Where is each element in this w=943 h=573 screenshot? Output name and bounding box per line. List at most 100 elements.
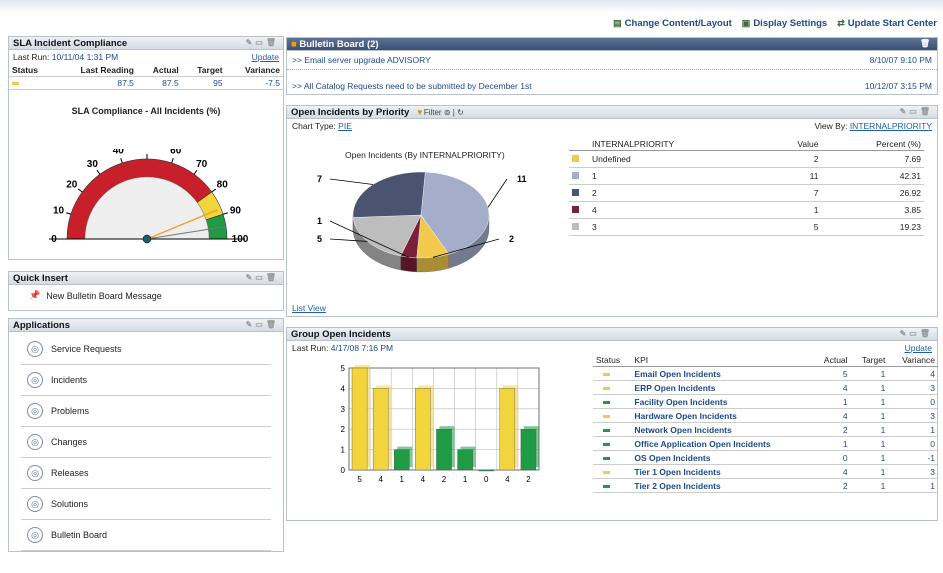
app-item-bulletin-board[interactable]: ◎ Bulletin Board — [21, 520, 271, 551]
y-tick-label: 0 — [341, 466, 346, 475]
gauge-tick — [66, 212, 72, 215]
status-indicator-icon — [603, 470, 610, 474]
portlet-tools-icon[interactable]: ✎▭🗑 — [899, 107, 933, 116]
kpi-link[interactable]: Hardware Open Incidents — [634, 410, 737, 421]
service-requests-icon: ◎ — [27, 341, 43, 357]
status-indicator-icon — [12, 82, 19, 86]
chart-type-link[interactable]: PIE — [338, 121, 352, 131]
problems-icon: ◎ — [27, 403, 43, 419]
pie-slice-label: 11 — [517, 174, 527, 184]
settings-icon: ▣ — [741, 18, 751, 28]
portlet-tools-icon[interactable]: ✎▭🗑 — [245, 38, 279, 47]
sla-portlet: SLA Incident Compliance ✎▭🗑 Last Run: 10… — [8, 36, 284, 260]
pie-leader-line — [329, 178, 374, 185]
kpi-link[interactable]: OS Open Incidents — [634, 452, 711, 463]
bar — [394, 449, 410, 471]
bar — [372, 388, 389, 471]
gauge-tick — [211, 188, 217, 193]
status-indicator-icon — [603, 442, 610, 446]
legend-swatch — [572, 172, 579, 179]
table-row: Tier 2 Open Incidents 2 1 1 — [593, 479, 938, 493]
kpi-link[interactable]: Email Open Incidents — [634, 368, 721, 379]
kpi-link[interactable]: Office Application Open Incidents — [634, 438, 771, 449]
update-start-center-link[interactable]: ⇄ Update Start Center — [837, 18, 937, 29]
portlet-tools-icon[interactable]: ✎▭🗑 — [899, 329, 933, 338]
gauge-tick — [120, 158, 123, 164]
table-row: Undefined 2 7.69 — [569, 151, 924, 168]
pie-leader-line — [487, 178, 508, 208]
table-row: 4 1 3.85 — [569, 202, 924, 219]
legend-swatch — [572, 223, 579, 230]
changes-icon: ◎ — [27, 434, 43, 450]
app-item-solutions[interactable]: ◎ Solutions — [21, 489, 271, 520]
kpi-link[interactable]: Facility Open Incidents — [634, 396, 728, 407]
applications-portlet: Applications ✎▭🗑 ◎ Service Requests ◎ Incid… — [8, 318, 284, 552]
gauge-tick-label: 100 — [232, 234, 249, 245]
app-item-incidents[interactable]: ◎ Incidents — [21, 365, 271, 396]
solutions-icon: ◎ — [27, 496, 43, 512]
x-tick-label: 4 — [421, 475, 426, 484]
applications-header: Applications ✎▭🗑 — [9, 319, 283, 332]
start-center-toolbar: ▤ Change Content/Layout ▣ Display Settings… — [613, 18, 937, 29]
app-item-problems[interactable]: ◎ Problems — [21, 396, 271, 427]
portlet-tools-icon[interactable]: ✎▭🗑 — [245, 320, 279, 329]
bar — [415, 388, 431, 471]
table-row: ERP Open Incidents 4 1 3 — [593, 381, 938, 395]
app-item-changes[interactable]: ◎ Changes — [21, 427, 271, 458]
releases-icon: ◎ — [27, 465, 43, 481]
kpi-link[interactable]: Tier 2 Open Incidents — [634, 480, 721, 491]
legend-swatch — [572, 155, 579, 162]
chart-options-bar: Chart Type: PIE View By: INTERNALPRIORIT… — [292, 121, 932, 131]
change-content-link[interactable]: ▤ Change Content/Layout — [613, 18, 732, 29]
bar — [520, 428, 537, 471]
group-incidents-portlet: Group Open Incidents ✎▭🗑 Last Run: 4/17/… — [286, 327, 938, 521]
portlet-tools-icon[interactable]: ✎▭🗑 — [245, 273, 279, 282]
kpi-link[interactable]: Network Open Incidents — [634, 424, 732, 435]
layout-icon: ▤ — [613, 18, 622, 28]
gauge-tick-label: 80 — [217, 179, 229, 190]
gauge-face — [84, 176, 210, 240]
pie-slice-side — [400, 255, 417, 273]
new-bulletin-message-link[interactable]: 📌 New Bulletin Board Message — [29, 290, 162, 301]
pie-leader-line — [329, 220, 409, 258]
gauge-title: SLA Compliance - All Incidents (%) — [71, 106, 221, 116]
view-by-link[interactable]: INTERNALPRIORITY — [849, 121, 932, 131]
delete-icon[interactable]: 🗑 — [919, 39, 933, 48]
gauge-tick-label: 10 — [53, 205, 65, 216]
y-tick-label: 4 — [341, 384, 346, 393]
bulletin-item[interactable]: >> Email server upgrade ADVISORY 8/10/07… — [287, 51, 937, 70]
table-row: OS Open Incidents 0 1 -1 — [593, 451, 938, 465]
y-tick-label: 3 — [341, 405, 346, 414]
app-item-service-requests[interactable]: ◎ Service Requests — [21, 334, 271, 365]
sla-gauge: 0 10 20 30 40 50 60 70 80 90 100 — [49, 149, 249, 245]
bar — [436, 428, 452, 471]
gauge-tick — [171, 158, 174, 164]
bar — [457, 449, 473, 471]
bulletin-item[interactable]: >> All Catalog Requests need to be submi… — [292, 81, 932, 91]
table-row: Tier 1 Open Incidents 4 1 3 — [593, 465, 938, 479]
y-tick-label: 1 — [341, 446, 346, 455]
gauge-tick — [96, 169, 101, 175]
group-update-link[interactable]: Update — [904, 343, 932, 353]
gauge-tick-label: 30 — [87, 159, 99, 170]
gauge-tick-label: 60 — [170, 149, 182, 157]
sla-portlet-header: SLA Incident Compliance ✎▭🗑 — [9, 37, 283, 50]
app-item-releases[interactable]: ◎ Releases — [21, 458, 271, 489]
sla-last-run: Last Run: 10/11/04 1:31 PM Update — [13, 52, 279, 62]
x-tick-label: 2 — [442, 475, 447, 484]
refresh-icon[interactable]: ↻ — [457, 108, 464, 117]
pie-leader-line — [329, 238, 368, 242]
kpi-link[interactable]: Tier 1 Open Incidents — [634, 466, 721, 477]
pie-slice-1 — [420, 171, 490, 255]
table-row: Network Open Incidents 2 1 1 — [593, 423, 938, 437]
sla-update-link[interactable]: Update — [251, 52, 279, 62]
filter-button[interactable]: ▼Filter ⊚ | ↻ — [415, 108, 464, 117]
x-tick-label: 5 — [357, 475, 362, 484]
alert-icon: ■ — [291, 39, 297, 50]
gauge-tick — [222, 212, 228, 215]
status-indicator-icon — [603, 484, 610, 488]
list-view-link[interactable]: List View — [292, 303, 326, 313]
binoculars-icon[interactable]: ⊚ — [443, 108, 451, 117]
display-settings-link[interactable]: ▣ Display Settings — [741, 18, 828, 29]
kpi-link[interactable]: ERP Open Incidents — [634, 382, 716, 393]
